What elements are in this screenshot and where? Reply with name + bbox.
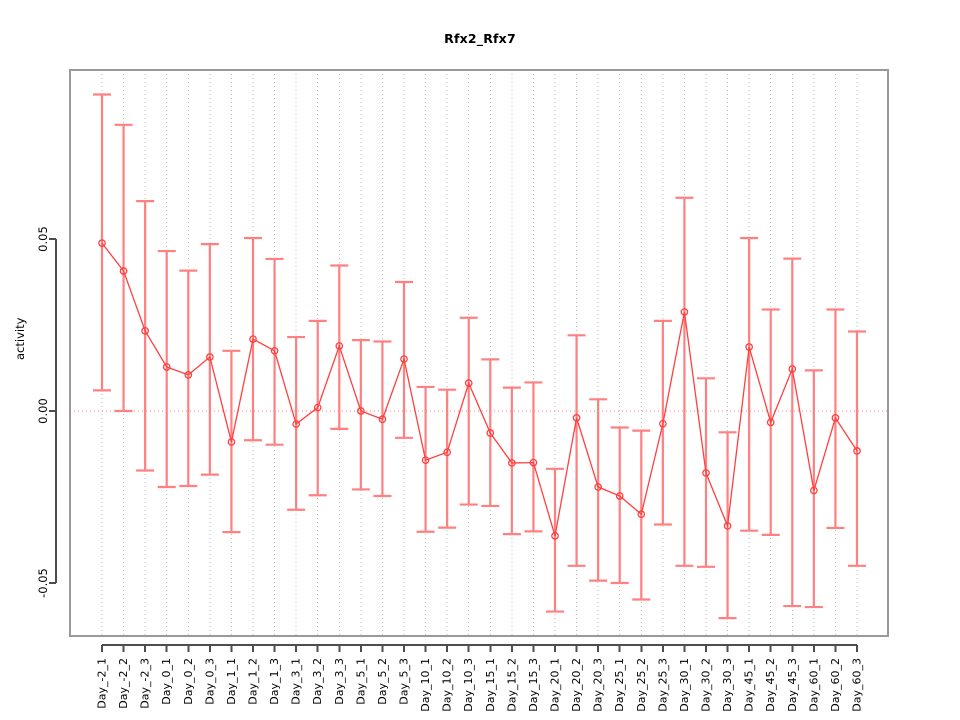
x-tick-label: Day_15_1 [484, 658, 497, 712]
x-tick-label: Day_20_2 [570, 658, 583, 712]
x-tick-label: Day_60_1 [807, 658, 820, 712]
x-tick-label: Day_0_2 [182, 658, 195, 705]
y-axis: 0.05 0.00 -0.05 [36, 226, 57, 598]
x-tick-label: Day_45_1 [743, 658, 756, 712]
y-tick-label: 0.00 [36, 398, 50, 424]
x-tick-label: Day_0_1 [160, 658, 173, 705]
x-tick-label: Day_1_2 [247, 658, 260, 705]
y-tick-label: 0.05 [36, 226, 50, 252]
x-tick-label: Day_15_3 [527, 658, 540, 712]
y-tick-label: -0.05 [36, 568, 50, 598]
x-tick-label: Day_-2_1 [96, 658, 109, 709]
x-tick-label: Day_10_1 [419, 658, 432, 712]
x-tick-label: Day_10_2 [441, 658, 454, 712]
x-tick-label: Day_45_2 [764, 658, 777, 712]
x-tick-label: Day_30_3 [721, 658, 734, 712]
x-tick-label: Day_20_1 [549, 658, 562, 712]
x-tick-label: Day_30_1 [678, 658, 691, 712]
x-tick-label: Day_3_3 [333, 658, 346, 705]
x-tick-label: Day_60_3 [851, 658, 864, 712]
x-tick-label: Day_60_2 [829, 658, 842, 712]
x-tick-label: Day_20_3 [592, 658, 605, 712]
x-tick-label: Day_25_1 [613, 658, 626, 712]
x-tick-label: Day_1_1 [225, 658, 238, 705]
x-tick-label: Day_3_1 [290, 658, 303, 705]
x-tick-label: Day_30_2 [700, 658, 713, 712]
grid-lines [101, 70, 858, 636]
x-tick-label: Day_-2_2 [117, 658, 130, 709]
x-axis: Day_-2_1 Day_-2_2 Day_-2_3 Day_0_1 Day_0_2 Da… [96, 644, 864, 712]
x-tick-label: Day_5_2 [376, 658, 389, 705]
plot-frame [69, 69, 889, 637]
x-tick-label: Day_3_2 [311, 658, 324, 705]
series-line [101, 242, 858, 537]
x-tick-label: Day_45_3 [786, 658, 799, 712]
x-tick-label: Day_5_3 [398, 658, 411, 705]
x-tick-label: Day_1_3 [268, 658, 281, 705]
x-tick-label: Day_10_3 [462, 658, 475, 712]
page-title: Rfx2_Rfx7 [444, 31, 516, 46]
x-tick-label: Day_15_2 [505, 658, 518, 712]
x-tick-label: Day_25_3 [656, 658, 669, 712]
x-tick-label: Day_-2_3 [139, 658, 152, 709]
data-points [98, 239, 861, 540]
x-tick-label: Day_5_1 [354, 658, 367, 705]
x-tick-label: Day_25_2 [635, 658, 648, 712]
x-tick-label: Day_0_3 [203, 658, 216, 705]
